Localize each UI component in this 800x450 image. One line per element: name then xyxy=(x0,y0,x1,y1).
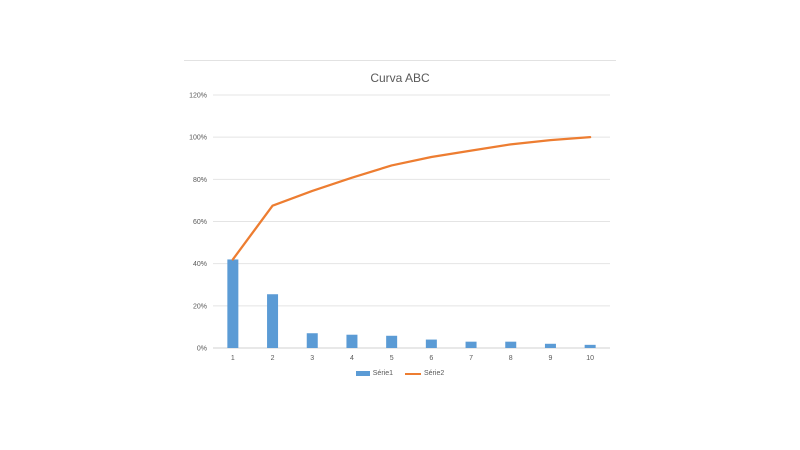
bar xyxy=(346,334,358,348)
y-tick-label: 0% xyxy=(197,346,207,353)
y-tick-label: 20% xyxy=(193,303,207,310)
y-tick-label: 40% xyxy=(193,261,207,268)
bar-series xyxy=(227,259,596,348)
legend-label-series1: Série1 xyxy=(372,370,393,377)
bar xyxy=(267,294,279,348)
legend-item-series2: Série2 xyxy=(405,370,444,377)
bar xyxy=(227,259,239,348)
y-tick-labels: 0% 20% 40% 60% 80% 100% 120% xyxy=(189,93,207,353)
x-tick-label: 7 xyxy=(469,355,473,362)
bar xyxy=(425,339,437,348)
bar xyxy=(386,335,398,348)
x-tick-label: 1 xyxy=(231,355,235,362)
y-tick-label: 60% xyxy=(193,219,207,226)
x-tick-labels: 1 2 3 4 5 6 7 8 9 10 xyxy=(231,355,594,362)
line-series xyxy=(231,136,592,261)
chart-plot: 0% 20% 40% 60% 80% 100% 120% 1 2 3 4 5 6 7 8 9 10 xyxy=(189,93,610,362)
chart-container: Curva ABC 0% 20% 40% 60% 80% 100% 120% 1 2 3 4 5 6 7… xyxy=(184,60,616,391)
legend-item-series1: Série1 xyxy=(355,370,393,377)
y-tick-label: 100% xyxy=(189,135,207,142)
bar xyxy=(306,333,318,348)
chart-title: Curva ABC xyxy=(370,71,430,85)
gridlines xyxy=(213,94,610,349)
y-tick-label: 120% xyxy=(189,93,207,100)
x-tick-label: 4 xyxy=(350,355,354,362)
x-tick-label: 10 xyxy=(586,355,594,362)
legend-swatch-line xyxy=(405,372,421,375)
x-tick-label: 6 xyxy=(429,355,433,362)
legend-swatch-bar xyxy=(355,371,370,376)
x-tick-label: 9 xyxy=(548,355,552,362)
bar xyxy=(544,343,556,348)
x-tick-label: 2 xyxy=(271,355,275,362)
y-tick-label: 80% xyxy=(193,177,207,184)
bar xyxy=(584,344,596,348)
legend: Série1 Série2 xyxy=(184,370,616,377)
x-tick-label: 8 xyxy=(509,355,513,362)
x-tick-label: 5 xyxy=(390,355,394,362)
bar xyxy=(505,341,517,348)
bar xyxy=(465,341,477,348)
legend-label-series2: Série2 xyxy=(424,370,445,377)
series-line xyxy=(231,136,592,261)
x-tick-label: 3 xyxy=(310,355,314,362)
